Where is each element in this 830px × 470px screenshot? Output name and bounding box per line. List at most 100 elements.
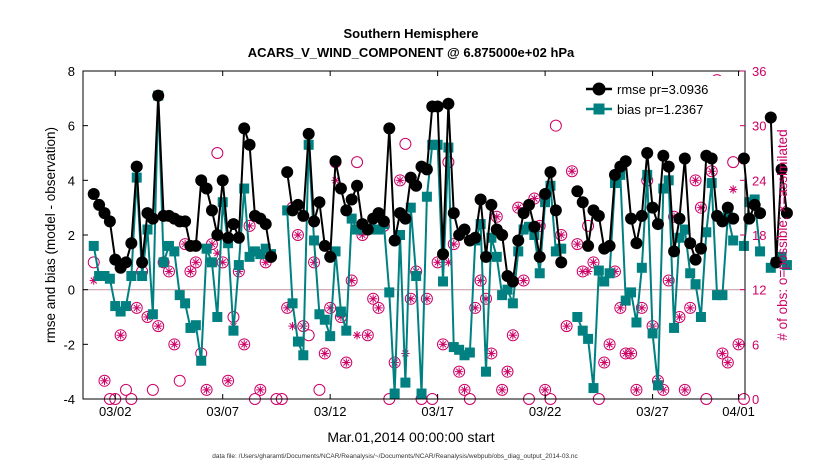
obs-possible-marker: [254, 383, 267, 396]
bias-point: [701, 227, 712, 238]
obs-possible-marker: [420, 292, 433, 305]
rmse-point: [334, 182, 347, 195]
obs-assimilated-stroke: [735, 341, 742, 348]
obs-assimilated-marker: [132, 303, 141, 313]
bias-point: [502, 284, 513, 295]
legend-bias-marker: [593, 103, 605, 115]
obs-assimilated-stroke: [364, 331, 372, 339]
bias-point: [330, 246, 341, 257]
obs-assimilated-marker: [240, 340, 249, 349]
obs-possible-marker: [119, 383, 132, 396]
obs-assimilated-marker: [728, 185, 738, 194]
obs-possible-marker: [721, 356, 734, 369]
bias-point: [196, 355, 207, 366]
obs-assimilated-stroke: [488, 350, 495, 357]
series-line: [769, 117, 788, 263]
bias-point: [405, 202, 416, 213]
obs-assimilated-marker: [632, 385, 641, 395]
bias-point: [744, 197, 755, 208]
obs-assimilated-stroke: [724, 359, 732, 366]
right-y-tick-label: 6: [752, 337, 759, 352]
obs-assimilated-marker: [567, 167, 577, 176]
obs-possible-marker: [716, 347, 729, 360]
bias-point: [346, 213, 357, 224]
bias-point: [481, 366, 492, 377]
rmse-point: [222, 231, 235, 244]
obs-assimilated-stroke: [520, 277, 527, 284]
rmse-point: [179, 215, 192, 228]
rmse-point: [265, 250, 278, 263]
obs-assimilated-marker: [363, 331, 372, 340]
obs-possible-marker: [474, 274, 487, 287]
obs-possible-marker: [351, 156, 364, 169]
bias-point: [373, 224, 384, 235]
obs-assimilated-stroke: [154, 322, 162, 330]
bias-point: [298, 350, 309, 361]
bias-point: [577, 325, 588, 336]
left-y-tick-label: -2: [63, 337, 75, 352]
rmse-point: [528, 220, 541, 233]
obs-assimilated-stroke: [638, 304, 646, 312]
obs-possible-marker: [189, 256, 202, 269]
rmse-point: [764, 111, 777, 124]
rmse-point: [388, 234, 401, 247]
obs-assimilated-marker: [256, 385, 265, 395]
obs-assimilated-marker: [691, 176, 700, 185]
obs-assimilated-stroke: [514, 204, 522, 211]
rmse-point: [533, 250, 546, 263]
obs-possible-marker: [694, 201, 707, 214]
right-y-tick-label: 24: [752, 173, 766, 188]
rmse-point: [657, 149, 670, 162]
bias-point: [169, 246, 180, 257]
bias-point: [120, 301, 131, 312]
obs-possible-marker: [437, 338, 450, 351]
rmse-point: [125, 237, 138, 250]
obs-possible-marker: [211, 147, 224, 159]
bias-point: [497, 290, 508, 301]
rmse-point: [689, 253, 702, 266]
obs-assimilated-marker: [438, 340, 448, 349]
obs-possible-marker: [372, 301, 385, 314]
x-axis-ticks: 03/02 03/07 03/12 03/17 03/22 03/27 04/01: [99, 71, 755, 419]
bias-point: [190, 320, 201, 331]
bias-point: [384, 287, 395, 298]
bias-point: [185, 322, 196, 333]
legend-bias-label: bias pr=1.2367: [617, 102, 703, 117]
obs-possible-marker: [238, 338, 251, 351]
obs-possible-marker: [216, 256, 229, 269]
obs-assimilated-marker: [573, 239, 582, 249]
obs-assimilated-stroke: [498, 386, 506, 394]
obs-possible-marker: [490, 210, 503, 223]
rmse-point: [635, 209, 648, 222]
obs-assimilated-marker: [100, 376, 109, 385]
obs-assimilated-marker: [454, 367, 464, 376]
bias-point: [529, 230, 540, 240]
obs-assimilated-stroke: [203, 386, 210, 394]
obs-assimilated-stroke: [187, 268, 194, 275]
obs-possible-marker: [114, 329, 127, 342]
x-tick-label: 03/17: [421, 404, 454, 419]
bias-point: [599, 276, 610, 287]
rmse-point: [775, 163, 788, 176]
bias-point: [255, 249, 266, 260]
obs-assimilated-marker: [202, 385, 211, 395]
x-tick-label: 03/22: [529, 404, 562, 419]
bias-point: [217, 197, 228, 208]
obs-assimilated-marker: [589, 258, 598, 267]
bias-point: [712, 290, 723, 301]
x-axis-label: Mar.01,2014 00:00:00 start: [327, 429, 494, 445]
obs-assimilated-marker: [460, 385, 469, 395]
obs-assimilated-stroke: [348, 277, 355, 284]
obs-assimilated-stroke: [660, 386, 667, 394]
bias-point: [335, 306, 346, 317]
rmse-point: [474, 193, 487, 206]
bias-point: [180, 298, 191, 309]
obs-assimilated-stroke: [439, 341, 447, 348]
obs-assimilated-stroke: [509, 331, 517, 339]
obs-assimilated-marker: [342, 358, 351, 367]
bias-point: [695, 312, 706, 322]
obs-possible-marker: [678, 383, 691, 396]
bias-point: [448, 342, 459, 353]
bias-point: [260, 243, 271, 254]
obs-possible-marker: [565, 165, 578, 178]
